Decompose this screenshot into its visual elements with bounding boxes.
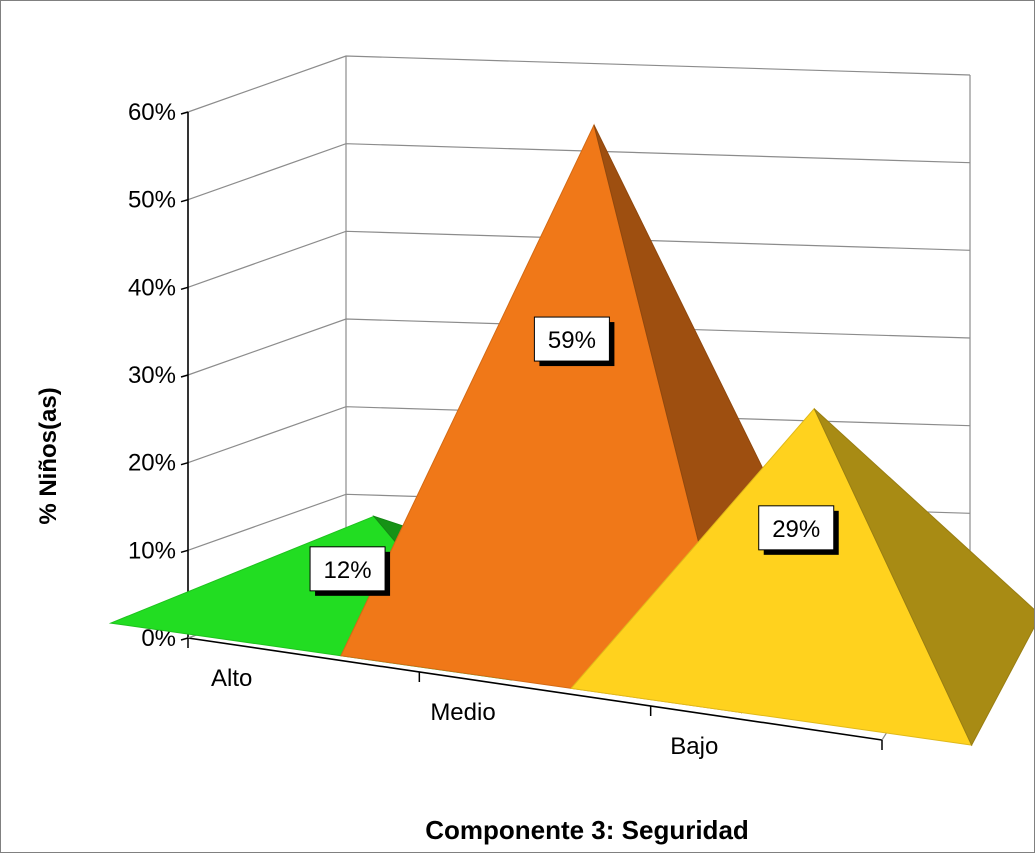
y-tick-label: 50% [128, 187, 176, 214]
x-axis-ticks: Alto Medio Bajo [187, 638, 883, 760]
category-label: Alto [211, 665, 252, 692]
data-label: 12% [309, 546, 391, 596]
y-axis-ticks: 0%10%20%30%40%50%60% [128, 99, 189, 652]
y-tick-label: 20% [128, 450, 176, 477]
y-tick-mark [180, 549, 189, 554]
data-label-text: 12% [324, 557, 372, 584]
category-label: Bajo [670, 733, 718, 760]
y-tick-label: 40% [128, 274, 176, 301]
data-label-text: 59% [548, 327, 596, 354]
y-tick-label: 10% [128, 537, 176, 564]
data-label-box [309, 546, 386, 592]
y-tick-mark [180, 461, 189, 466]
data-labels: 12% 59% 29% [309, 316, 839, 596]
y-axis-title: % Niños(as) [35, 387, 62, 524]
pyramids [108, 123, 1035, 747]
y-tick-label: 30% [128, 362, 176, 389]
y-tick-mark [180, 637, 189, 641]
data-label: 59% [533, 316, 615, 367]
category-label: Medio [430, 699, 495, 726]
data-label-box [533, 316, 610, 362]
data-label: 29% [758, 505, 839, 555]
y-tick-mark [180, 286, 189, 291]
pyramid-side-face [813, 408, 1035, 747]
data-label-box [758, 505, 835, 551]
y-tick-mark [180, 198, 189, 203]
y-tick-mark [180, 374, 189, 378]
y-tick-mark [180, 111, 189, 115]
data-label-text: 29% [772, 516, 820, 543]
x-axis-line [187, 637, 883, 741]
y-tick-label: 60% [128, 99, 176, 126]
pyramid-bajo [570, 407, 1035, 747]
chart-title: Componente 3: Seguridad [425, 815, 749, 845]
